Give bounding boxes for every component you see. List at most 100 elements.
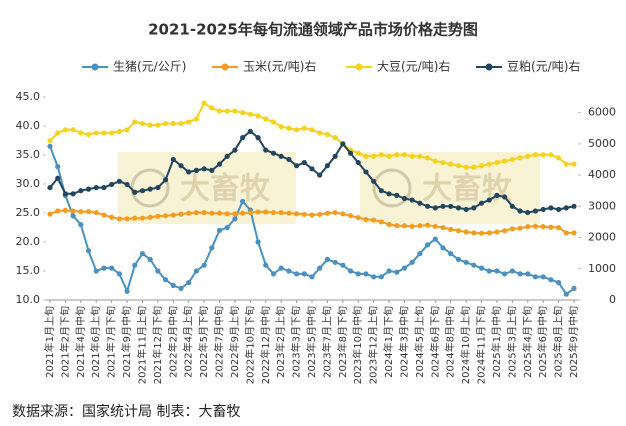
- point: [286, 156, 292, 163]
- point: [109, 181, 115, 188]
- point: [124, 216, 130, 222]
- point: [440, 245, 446, 251]
- x-tick-label: 2025年8月上旬: [552, 306, 565, 378]
- point: [201, 262, 207, 268]
- source: 数据来源：国家统计局 制表：大畜牧: [12, 403, 240, 420]
- point: [432, 223, 438, 229]
- x-tick-label: 2023年7月上旬: [320, 306, 333, 378]
- point: [139, 120, 146, 127]
- point: [109, 265, 115, 271]
- point: [471, 230, 477, 236]
- point: [224, 211, 230, 217]
- point: [424, 203, 431, 209]
- point: [455, 205, 462, 211]
- point: [132, 262, 138, 268]
- point: [324, 131, 331, 138]
- y-tick-label: 45.0: [16, 90, 41, 103]
- legend-marker: [221, 63, 229, 71]
- x-tick-label: 2022年4月上旬: [182, 306, 195, 378]
- point: [448, 161, 454, 167]
- point: [93, 130, 99, 136]
- point: [324, 210, 331, 216]
- point: [347, 150, 354, 156]
- point: [101, 184, 107, 191]
- point: [548, 205, 554, 211]
- point: [147, 256, 153, 262]
- point: [394, 223, 400, 229]
- point: [178, 120, 184, 127]
- point: [394, 269, 400, 275]
- point: [78, 222, 84, 228]
- point: [186, 210, 192, 216]
- point: [363, 169, 369, 175]
- x-tick-label: 2025年9月中旬: [567, 306, 580, 378]
- point: [409, 223, 415, 229]
- point: [209, 245, 215, 251]
- point: [571, 230, 577, 236]
- point: [193, 268, 200, 274]
- point: [386, 191, 392, 197]
- point: [525, 153, 531, 159]
- point: [563, 161, 569, 167]
- point: [85, 209, 92, 215]
- point: [509, 268, 515, 274]
- y2-tick-label: 6000: [588, 106, 616, 119]
- point: [317, 265, 323, 271]
- point: [93, 209, 99, 216]
- x-tick-label: 2022年12月中旬: [259, 306, 272, 384]
- point: [116, 216, 122, 222]
- point: [386, 268, 392, 274]
- point: [378, 274, 384, 280]
- y-tick-label: 35.0: [16, 148, 41, 161]
- point: [401, 152, 408, 158]
- point: [355, 150, 361, 156]
- point: [347, 268, 354, 274]
- legend-label: 玉米(元/吨)右: [243, 59, 316, 74]
- point: [540, 274, 546, 280]
- watermark: 大畜牧: [422, 172, 513, 207]
- x-tick-label: 2025年1月中旬: [490, 306, 503, 378]
- point: [540, 152, 546, 158]
- point: [85, 186, 92, 192]
- point: [255, 239, 261, 245]
- point: [486, 197, 492, 203]
- point: [301, 159, 307, 166]
- point: [62, 207, 69, 213]
- x-tick-label: 2025年6月中旬: [536, 306, 549, 378]
- point: [55, 208, 61, 214]
- point: [201, 209, 207, 216]
- point: [432, 158, 438, 164]
- x-tick-label: 2021年1月上旬: [43, 306, 56, 378]
- point: [101, 212, 107, 218]
- point: [525, 224, 531, 230]
- point: [216, 227, 223, 233]
- point: [417, 153, 423, 159]
- point: [517, 155, 523, 161]
- point: [409, 153, 415, 159]
- point: [502, 271, 508, 277]
- point: [309, 274, 315, 280]
- point: [278, 209, 284, 216]
- point: [70, 127, 76, 133]
- point: [509, 226, 515, 232]
- point: [417, 223, 423, 229]
- y-tick-label: 10.0: [16, 293, 41, 306]
- point: [55, 164, 61, 170]
- point: [401, 223, 408, 229]
- point: [240, 110, 246, 116]
- point: [224, 108, 230, 114]
- point: [155, 184, 161, 191]
- point: [355, 271, 361, 277]
- point: [340, 211, 346, 217]
- point: [378, 152, 384, 158]
- point: [440, 159, 446, 166]
- point: [240, 198, 246, 204]
- point: [301, 211, 307, 218]
- x-tick-label: 2024年10月上旬: [459, 306, 472, 384]
- point: [70, 208, 76, 214]
- point: [494, 192, 500, 198]
- point: [116, 128, 122, 134]
- point: [563, 230, 569, 236]
- legend-marker: [355, 63, 363, 71]
